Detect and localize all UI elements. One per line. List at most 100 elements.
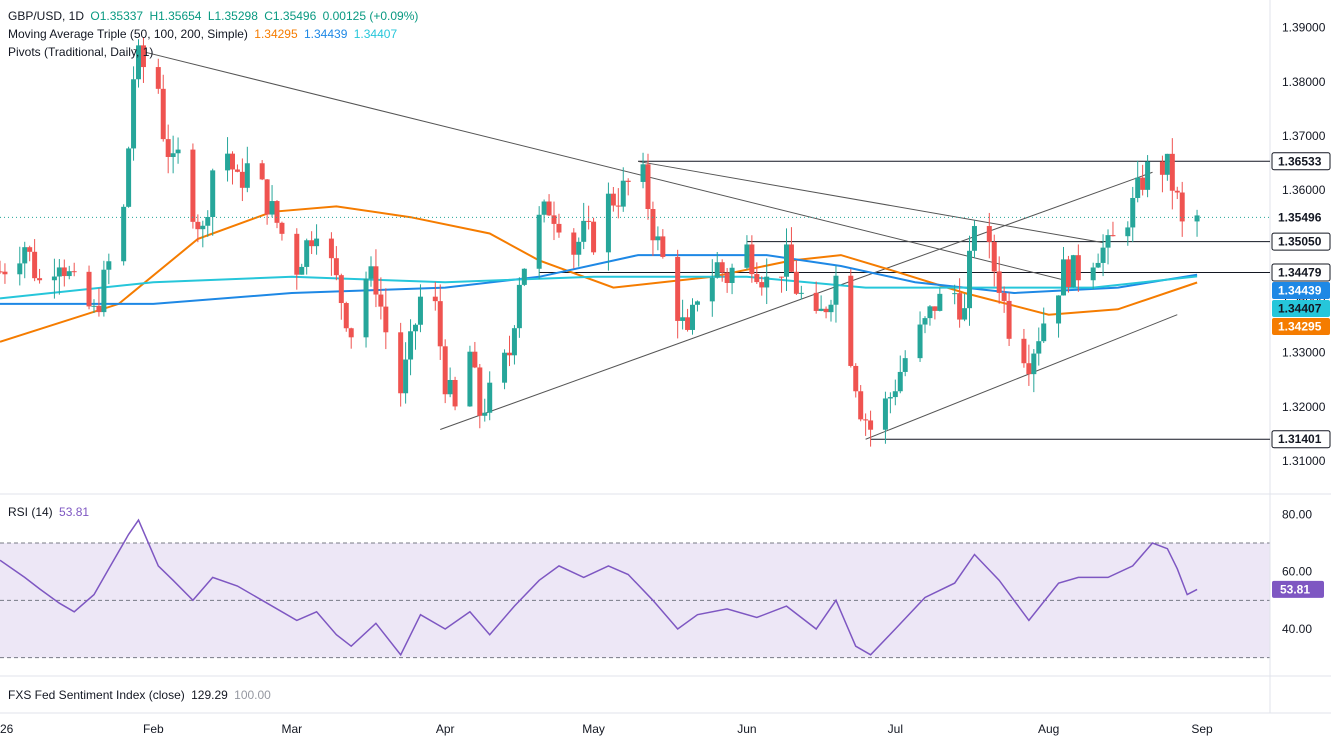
ma200-value: 1.34407 (353, 27, 398, 41)
candle-down (759, 282, 765, 288)
candle-down (398, 332, 404, 394)
candle-down (675, 256, 681, 321)
trendline (865, 314, 1178, 440)
candle-down (71, 271, 77, 273)
candle-up (22, 247, 28, 264)
legend-fxs[interactable]: FXS Fed Sentiment Index (close) 129.29 1… (8, 687, 271, 704)
candle-up (967, 250, 973, 309)
candle-up (922, 318, 928, 325)
rsi-badge-value: 53.81 (1280, 582, 1310, 596)
candle-up (541, 201, 547, 215)
candle-down (571, 232, 577, 255)
candle-down (863, 419, 869, 421)
legend-ohlc[interactable]: GBP/USD, 1D O1.35337 H1.35654 L1.35298 C… (8, 8, 418, 25)
legend-ma[interactable]: Moving Average Triple (50, 100, 200, Sim… (8, 26, 397, 43)
candle-down (1006, 300, 1012, 339)
rsi-badge-bg (1272, 580, 1324, 598)
legend-pivots[interactable]: Pivots (Traditional, Daily, 1) (8, 44, 153, 61)
candle-up (694, 301, 700, 305)
candle-down (294, 233, 300, 275)
candle-up (101, 269, 107, 313)
candle-up (937, 293, 943, 311)
candle-down (274, 201, 280, 223)
candle-down (1179, 192, 1185, 222)
candle-up (828, 304, 834, 313)
price-badge-pivot: 1.35050 (1278, 235, 1322, 249)
candle-down (234, 169, 240, 172)
candle-down (685, 317, 691, 330)
trendline (440, 171, 1153, 430)
candle-up (952, 293, 958, 295)
time-tick-label: Jun (737, 722, 756, 736)
price-badge-bg (1271, 152, 1331, 171)
candle-down (848, 275, 854, 366)
legend-rsi[interactable]: RSI (14) 53.81 (8, 504, 89, 521)
candle-up (170, 153, 176, 157)
candle-down (96, 305, 102, 313)
candle-down (996, 271, 1002, 293)
candle-down (1021, 338, 1027, 364)
candle-down (1140, 177, 1146, 190)
time-axis[interactable]: 2026 Feb Mar Apr May Jun Jul Aug Sep (0, 722, 1213, 736)
candle-up (640, 164, 646, 182)
candle-up (269, 201, 275, 215)
candle-down (719, 262, 725, 273)
candle-up (368, 266, 374, 279)
candle-down (1026, 363, 1032, 375)
candle-up (210, 170, 216, 217)
candle-up (175, 149, 181, 154)
candle-down (823, 308, 829, 313)
candle-up (91, 305, 97, 307)
candle-up (244, 163, 250, 188)
candle-down (551, 215, 557, 224)
candle-down (625, 180, 631, 182)
candle-down (853, 365, 859, 392)
candle-up (882, 398, 888, 430)
candle-up (1164, 153, 1170, 175)
candle-up (413, 324, 419, 332)
candle-down (556, 223, 562, 233)
candle-up (304, 240, 310, 267)
fxs-value-2: 100.00 (234, 688, 271, 702)
candle-up (1130, 197, 1136, 228)
candle-down (813, 292, 819, 311)
candle-down (452, 379, 458, 407)
trendline (638, 160, 1104, 244)
candle-down (932, 306, 938, 311)
candle-up (1036, 341, 1042, 354)
rsi-band-lines (0, 542, 1270, 659)
ma100-line (0, 254, 1198, 305)
price-badge-bg (1271, 430, 1331, 449)
price-badge-bg (1272, 208, 1330, 226)
candle-down (986, 226, 992, 242)
time-tick-label: Apr (436, 722, 455, 736)
candle-down (1159, 161, 1165, 175)
candle-up (927, 306, 933, 319)
moving-averages (0, 205, 1198, 343)
price-tick-label: 1.39000 (1282, 21, 1326, 35)
candle-down (1001, 292, 1007, 301)
high-value: H1.35654 (149, 9, 202, 23)
candle-down (190, 149, 196, 222)
candle-up (1041, 323, 1047, 342)
candle-up (1105, 235, 1111, 248)
candle-up (1056, 295, 1062, 324)
candle-up (403, 359, 409, 394)
price-tick-label: 1.32000 (1282, 400, 1326, 414)
candle-down (195, 221, 201, 230)
price-badge-ma200: 1.34407 (1278, 302, 1322, 316)
candle-up (56, 267, 62, 277)
ma-label: Moving Average Triple (50, 100, 200, Sim… (8, 27, 248, 41)
candle-down (333, 258, 339, 276)
rsi-line-group (0, 518, 1198, 657)
time-tick-label: May (582, 722, 605, 736)
candle-down (615, 205, 621, 207)
candle-up (487, 382, 493, 413)
rsi-axis[interactable]: 80.00 60.00 40.00 53.81 (1272, 507, 1324, 636)
candle-down (437, 301, 443, 347)
change-value: 0.00125 (+0.09%) (322, 9, 419, 23)
candle-up (1090, 267, 1096, 281)
candle-up (521, 268, 527, 285)
candle-down (442, 346, 448, 395)
